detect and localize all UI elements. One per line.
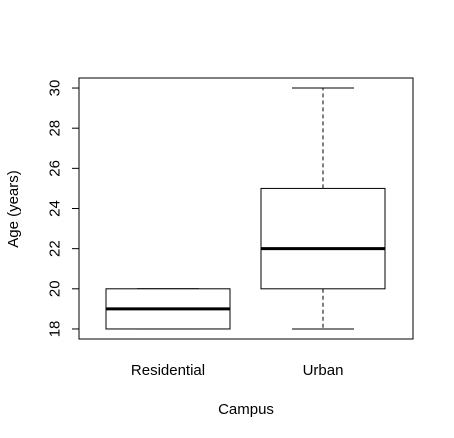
chart-marks [105,87,386,330]
y-axis: 18 20 22 24 26 28 30 [47,80,80,338]
x-tick-label: Residential [131,362,205,379]
x-tick-label: Urban [303,362,344,379]
iqr-box [260,187,386,290]
y-tick-label: 24 [47,200,64,217]
y-axis-title: Age (years) [5,170,22,248]
x-axis: Residential Urban [131,362,344,379]
y-tick-label: 20 [47,280,64,297]
box-urban [260,87,386,330]
y-tick-label: 30 [47,80,64,97]
y-tick-label: 18 [47,321,64,338]
box-residential [105,288,231,330]
x-axis-title: Campus [218,401,274,418]
y-tick-label: 28 [47,120,64,137]
y-tick-label: 26 [47,160,64,177]
y-tick-label: 22 [47,240,64,257]
